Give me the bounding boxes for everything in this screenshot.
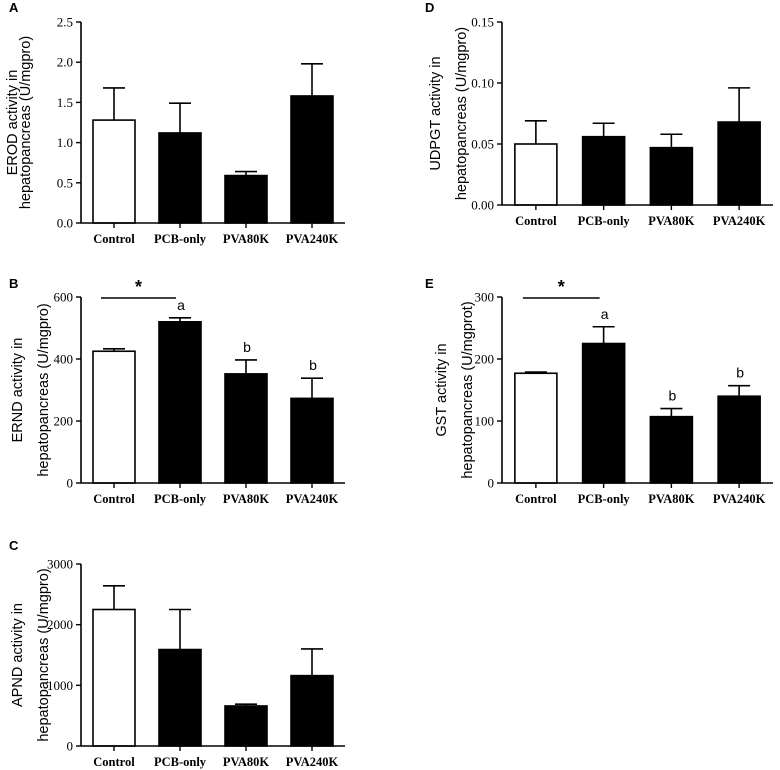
significance-star: * [135,277,142,297]
y-axis-title: hepatopancreas (U/mgprot) [460,301,476,478]
bar [649,415,694,484]
y-tick-label: 0 [488,476,495,491]
y-tick-label: 0.0 [57,216,73,231]
x-tick-label: Control [93,755,135,769]
bar [290,95,334,224]
x-tick-label: PVA80K [648,492,695,506]
bar [92,119,136,224]
y-tick-label: 1000 [47,678,73,693]
y-axis-title: hepatopancreas (U/mgpro) [18,36,34,209]
bar [581,342,626,484]
y-tick-label: 200 [54,414,74,429]
panel-c: C APND activity in hepatopancreas (U/mgpro… [9,538,345,769]
bar [224,174,268,224]
x-tick-label: Control [93,232,135,246]
panel-e: E GST activity in hepatopancreas (U/mgprot… [425,276,773,506]
y-axis-title: hepatopancreas (U/mgpro) [454,27,470,200]
y-tick-label: 0 [67,739,74,754]
bar [158,648,202,747]
panel-b: B ERND activity in hepatopancreas (U/mgpro… [9,276,345,506]
y-tick-label: 2.5 [57,15,73,30]
y-tick-label: 0.00 [471,198,494,213]
x-tick-label: PCB-only [578,492,631,506]
y-axis-title: GST activity in [434,343,450,436]
panel-letter: B [9,276,18,291]
x-tick-label: PCB-only [154,232,207,246]
y-axis-title: EROD activity in [5,70,21,176]
y-axis-title: hepatopancreas (U/mgpro) [36,568,52,741]
x-tick-label: Control [515,492,557,506]
y-tick-label: 100 [475,414,495,429]
bar [158,320,202,484]
y-axis-title: UDPGT activity in [428,56,444,170]
y-tick-label: 2.0 [57,55,73,70]
bar [158,132,202,224]
bar [717,395,761,484]
group-letter-label: a [177,297,185,313]
bar [649,146,694,206]
y-tick-label: 0 [67,476,74,491]
y-tick-label: 3000 [47,557,73,572]
group-letter-label: b [243,339,251,355]
x-tick-label: PCB-only [154,755,207,769]
x-tick-label: Control [515,214,557,228]
x-tick-label: PVA240K [286,232,339,246]
x-tick-label: PVA80K [223,232,270,246]
y-axis-title: hepatopancreas (U/mgpro) [36,303,52,476]
bar [224,705,268,747]
x-tick-label: PVA80K [223,755,270,769]
group-letter-label: a [601,306,609,322]
y-tick-label: 400 [54,352,74,367]
bar [92,608,136,747]
bar [224,373,268,484]
x-tick-label: PVA80K [223,492,270,506]
bar [290,397,334,484]
x-tick-label: PVA240K [286,755,339,769]
y-tick-label: 200 [475,352,495,367]
group-letter-label: b [309,357,317,373]
y-tick-label: 1.5 [57,95,73,110]
panel-letter: E [425,276,434,291]
x-tick-label: PVA240K [713,492,766,506]
y-tick-label: 0.05 [471,137,494,152]
x-tick-label: PVA80K [648,214,695,228]
bar [581,135,626,206]
y-tick-label: 0.5 [57,175,73,190]
bar [514,372,558,484]
bar [92,350,136,484]
group-letter-label: b [668,388,676,404]
group-letter-label: b [736,365,744,381]
significance-star: * [558,277,565,297]
y-axis-title: APND activity in [10,603,26,707]
y-tick-label: 300 [475,290,495,305]
panel-letter: A [9,0,19,15]
x-tick-label: Control [93,492,135,506]
y-tick-label: 1.0 [57,135,73,150]
bar [514,143,558,206]
y-tick-label: 0.15 [471,15,494,30]
y-tick-label: 2000 [47,617,73,632]
panel-letter: C [9,538,19,553]
bar [290,674,334,747]
x-tick-label: PVA240K [713,214,766,228]
y-axis-title: ERND activity in [10,338,26,443]
x-tick-label: PCB-only [578,214,631,228]
panel-d: D UDPGT activity in hepatopancreas (U/mgpr… [425,0,773,228]
bar [717,121,761,206]
y-tick-label: 600 [54,290,74,305]
panel-letter: D [425,0,434,15]
y-tick-label: 0.10 [471,76,494,91]
x-tick-label: PVA240K [286,492,339,506]
x-tick-label: PCB-only [154,492,207,506]
